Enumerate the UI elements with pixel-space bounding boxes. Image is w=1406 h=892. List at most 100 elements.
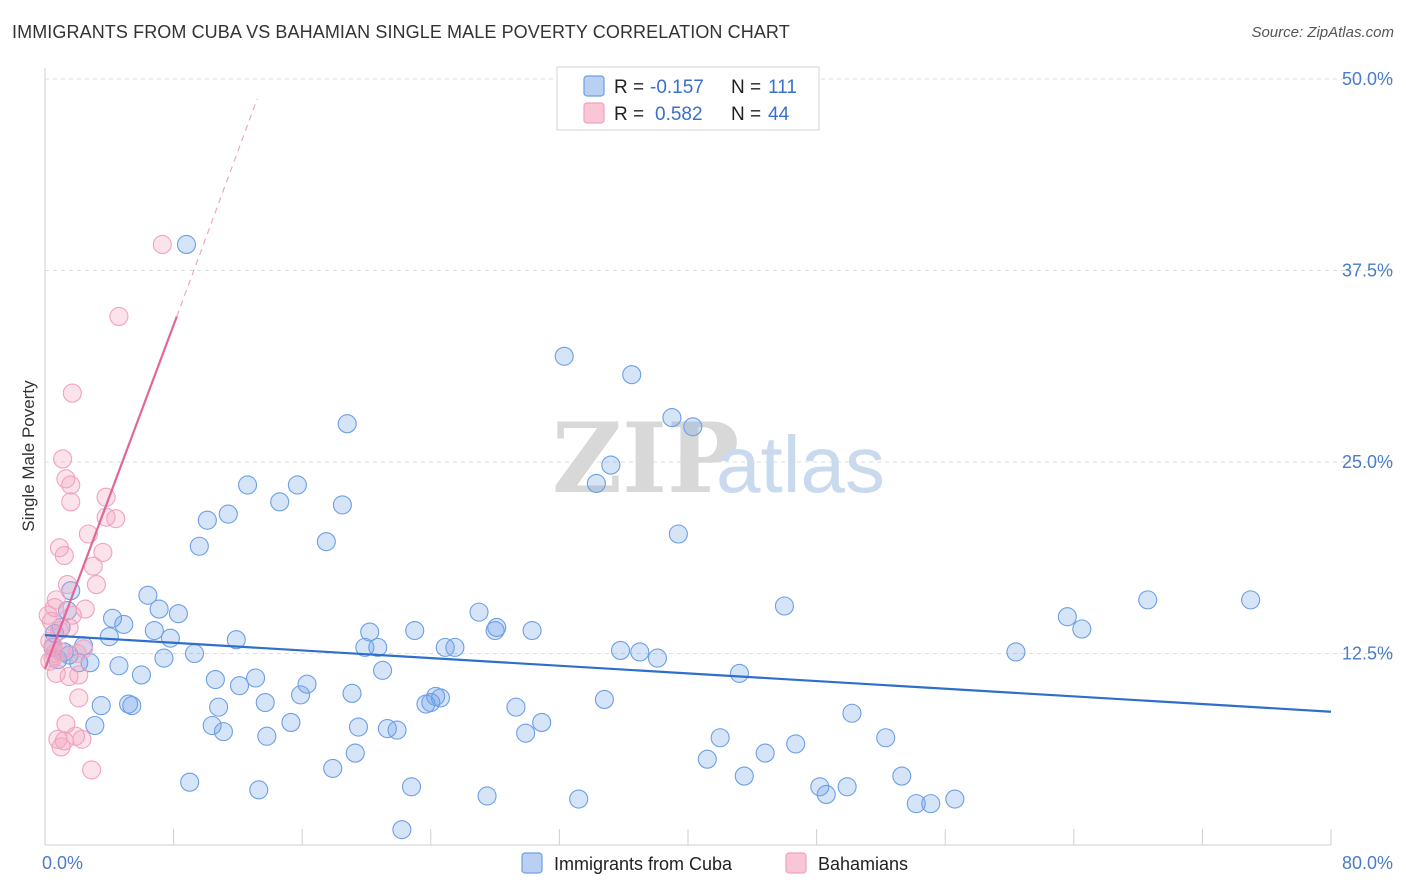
point-cuba-71 [477, 786, 497, 806]
point-cuba-17 [119, 694, 139, 714]
point-cuba-98 [816, 784, 836, 804]
point-cuba-105 [945, 789, 965, 809]
point-bahamians-37 [93, 542, 113, 562]
bottom-legend-swatch-cuba [521, 852, 543, 874]
point-cuba-18 [122, 696, 142, 716]
point-cuba-90 [697, 749, 717, 769]
point-cuba-27 [180, 772, 200, 792]
x-tick-label-0: 0.0% [42, 853, 83, 873]
point-bahamians-29 [69, 665, 89, 685]
point-cuba-15 [109, 656, 129, 676]
point-cuba-74 [506, 697, 526, 717]
legend-n-label-1: N = [731, 77, 761, 98]
point-cuba-95 [774, 596, 795, 616]
point-cuba-47 [297, 674, 317, 694]
point-cuba-62 [401, 777, 422, 797]
point-cuba-41 [255, 692, 275, 713]
legend-r-value-1: -0.157 [650, 77, 704, 98]
legend-r-label-1: R = [614, 77, 644, 98]
point-cuba-89 [683, 417, 703, 437]
point-cuba-80 [586, 473, 606, 493]
point-bahamians-7 [45, 597, 65, 618]
point-cuba-91 [710, 728, 730, 748]
point-cuba-69 [445, 637, 465, 657]
point-cuba-53 [345, 743, 365, 763]
point-cuba-58 [373, 660, 393, 680]
point-cuba-11 [85, 715, 105, 736]
point-bahamians-32 [75, 599, 95, 619]
bottom-legend-swatch-bahamians [785, 852, 807, 874]
point-cuba-84 [622, 365, 642, 385]
point-cuba-86 [647, 648, 668, 668]
point-cuba-44 [281, 712, 301, 732]
trend-line-cuba [44, 634, 1332, 713]
point-cuba-88 [668, 524, 688, 544]
point-cuba-36 [226, 630, 246, 650]
point-cuba-101 [876, 728, 896, 748]
point-cuba-75 [516, 723, 536, 743]
point-cuba-43 [270, 492, 290, 512]
point-cuba-106 [1006, 642, 1026, 662]
point-bahamians-14 [51, 737, 71, 757]
point-cuba-57 [368, 637, 388, 657]
point-cuba-63 [405, 620, 425, 641]
point-cuba-42 [257, 726, 277, 746]
point-cuba-107 [1057, 607, 1077, 627]
point-cuba-19 [131, 665, 151, 685]
point-cuba-49 [323, 758, 343, 778]
point-cuba-60 [387, 720, 407, 740]
grid-lines [45, 78, 1394, 654]
point-bahamians-40 [106, 509, 126, 529]
point-bahamians-0 [38, 605, 58, 625]
chart-title: IMMIGRANTS FROM CUBA VS BAHAMIAN SINGLE … [12, 22, 790, 42]
watermark-zip: ZIP [552, 402, 739, 515]
point-bahamians-42 [152, 234, 172, 255]
point-cuba-61 [392, 820, 412, 840]
point-cuba-109 [1138, 590, 1158, 610]
point-cuba-76 [522, 620, 542, 641]
y-axis-label: Single Male Poverty [19, 380, 38, 532]
bottom-legend-label-cuba: Immigrants from Cuba [554, 854, 733, 874]
bottom-legend: Immigrants from Cuba Bahamians [521, 852, 908, 874]
legend: R = -0.157 N = 111 R = 0.582 N = 44 [556, 66, 820, 131]
point-cuba-56 [360, 622, 380, 642]
point-bahamians-43 [56, 469, 76, 489]
watermark-atlas: atlas [716, 420, 885, 509]
y-tick-label-3: 50.0% [1342, 69, 1393, 89]
point-cuba-52 [342, 683, 362, 703]
point-cuba-93 [734, 766, 754, 786]
trend-lines [43, 98, 1332, 713]
point-bahamians-20 [59, 666, 79, 687]
trend-line-bahamians [43, 316, 178, 670]
point-cuba-103 [906, 794, 926, 814]
legend-swatch-pink [583, 102, 605, 124]
legend-r-label-2: R = [614, 104, 644, 125]
point-cuba-26 [176, 234, 197, 255]
point-cuba-50 [332, 495, 352, 515]
legend-n-label-2: N = [731, 104, 761, 125]
point-cuba-37 [229, 676, 250, 696]
point-cuba-108 [1072, 619, 1092, 639]
y-tick-label-1: 25.0% [1342, 452, 1393, 472]
point-cuba-14 [102, 608, 123, 628]
point-cuba-34 [213, 722, 233, 742]
point-cuba-97 [810, 777, 830, 797]
point-cuba-54 [348, 717, 369, 737]
point-cuba-46 [291, 685, 311, 705]
point-cuba-31 [202, 715, 222, 736]
point-cuba-96 [786, 734, 806, 754]
point-cuba-38 [237, 475, 258, 495]
legend-n-value-2: 44 [768, 104, 790, 125]
y-tick-label-2: 37.5% [1342, 261, 1393, 281]
point-bahamians-31 [74, 639, 94, 659]
point-cuba-77 [532, 712, 552, 732]
watermark: ZIP atlas [552, 402, 885, 515]
point-cuba-12 [91, 696, 111, 716]
point-cuba-39 [246, 668, 266, 688]
point-cuba-82 [601, 455, 621, 475]
point-cuba-20 [138, 585, 158, 605]
point-cuba-78 [554, 346, 574, 366]
y-tick-label-0: 12.5% [1342, 644, 1393, 664]
point-cuba-67 [430, 688, 450, 708]
axes [44, 68, 1332, 846]
